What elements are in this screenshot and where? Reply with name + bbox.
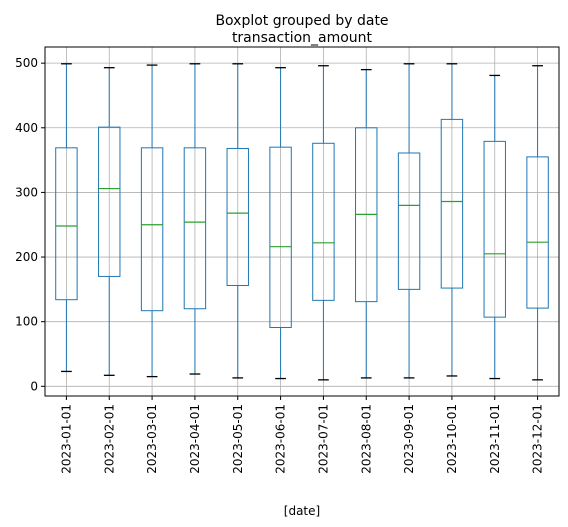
box-group [355,68,378,379]
y-tick-label: 100 [15,315,38,329]
box [183,147,207,310]
x-tick-label: 2023-05-01 [231,404,245,474]
box [397,152,421,290]
box [526,156,549,309]
box [140,147,164,312]
box-group [440,63,464,377]
x-tick-label: 2023-01-01 [59,404,73,474]
box [269,146,292,328]
box-group [397,63,421,379]
box [440,118,464,289]
box [55,147,78,301]
box-group [140,64,164,378]
x-tick-label: 2023-09-01 [402,404,416,474]
box [226,147,249,286]
x-tick-label: 2023-08-01 [359,404,373,474]
box-group [183,63,207,375]
boxes [55,63,549,381]
chart-title: transaction_amount [232,30,373,46]
box-group [483,74,506,380]
grid [45,47,559,396]
x-tick-label: 2023-11-01 [488,404,502,474]
x-axis-label: [date] [284,504,320,518]
box [483,140,506,318]
y-tick-label: 200 [15,250,38,264]
box-group [526,65,549,381]
x-tick-label: 2023-06-01 [274,404,288,474]
box-group [98,67,121,376]
x-tick-label: 2023-12-01 [531,404,545,474]
box [312,142,335,301]
x-tick-label: 2023-07-01 [316,404,330,474]
y-tick-label: 400 [15,121,38,135]
y-tick-label: 0 [30,379,38,393]
x-tick-label: 2023-10-01 [445,404,459,474]
box-group [55,63,78,373]
y-tick-label: 500 [15,56,38,70]
x-tick-label: 2023-02-01 [102,404,116,474]
chart-suptitle: Boxplot grouped by date [215,13,388,29]
box-group [226,63,249,379]
y-tick-label: 300 [15,185,38,199]
box-group [269,67,292,380]
x-tick-label: 2023-04-01 [188,404,202,474]
plot-frame [44,46,560,397]
x-tick-label: 2023-03-01 [145,404,159,474]
box-group [312,65,335,381]
box [98,126,121,277]
axes: 0 100 200 300 400 500 2023-01-01 2023-02-01 2023… [15,56,544,474]
